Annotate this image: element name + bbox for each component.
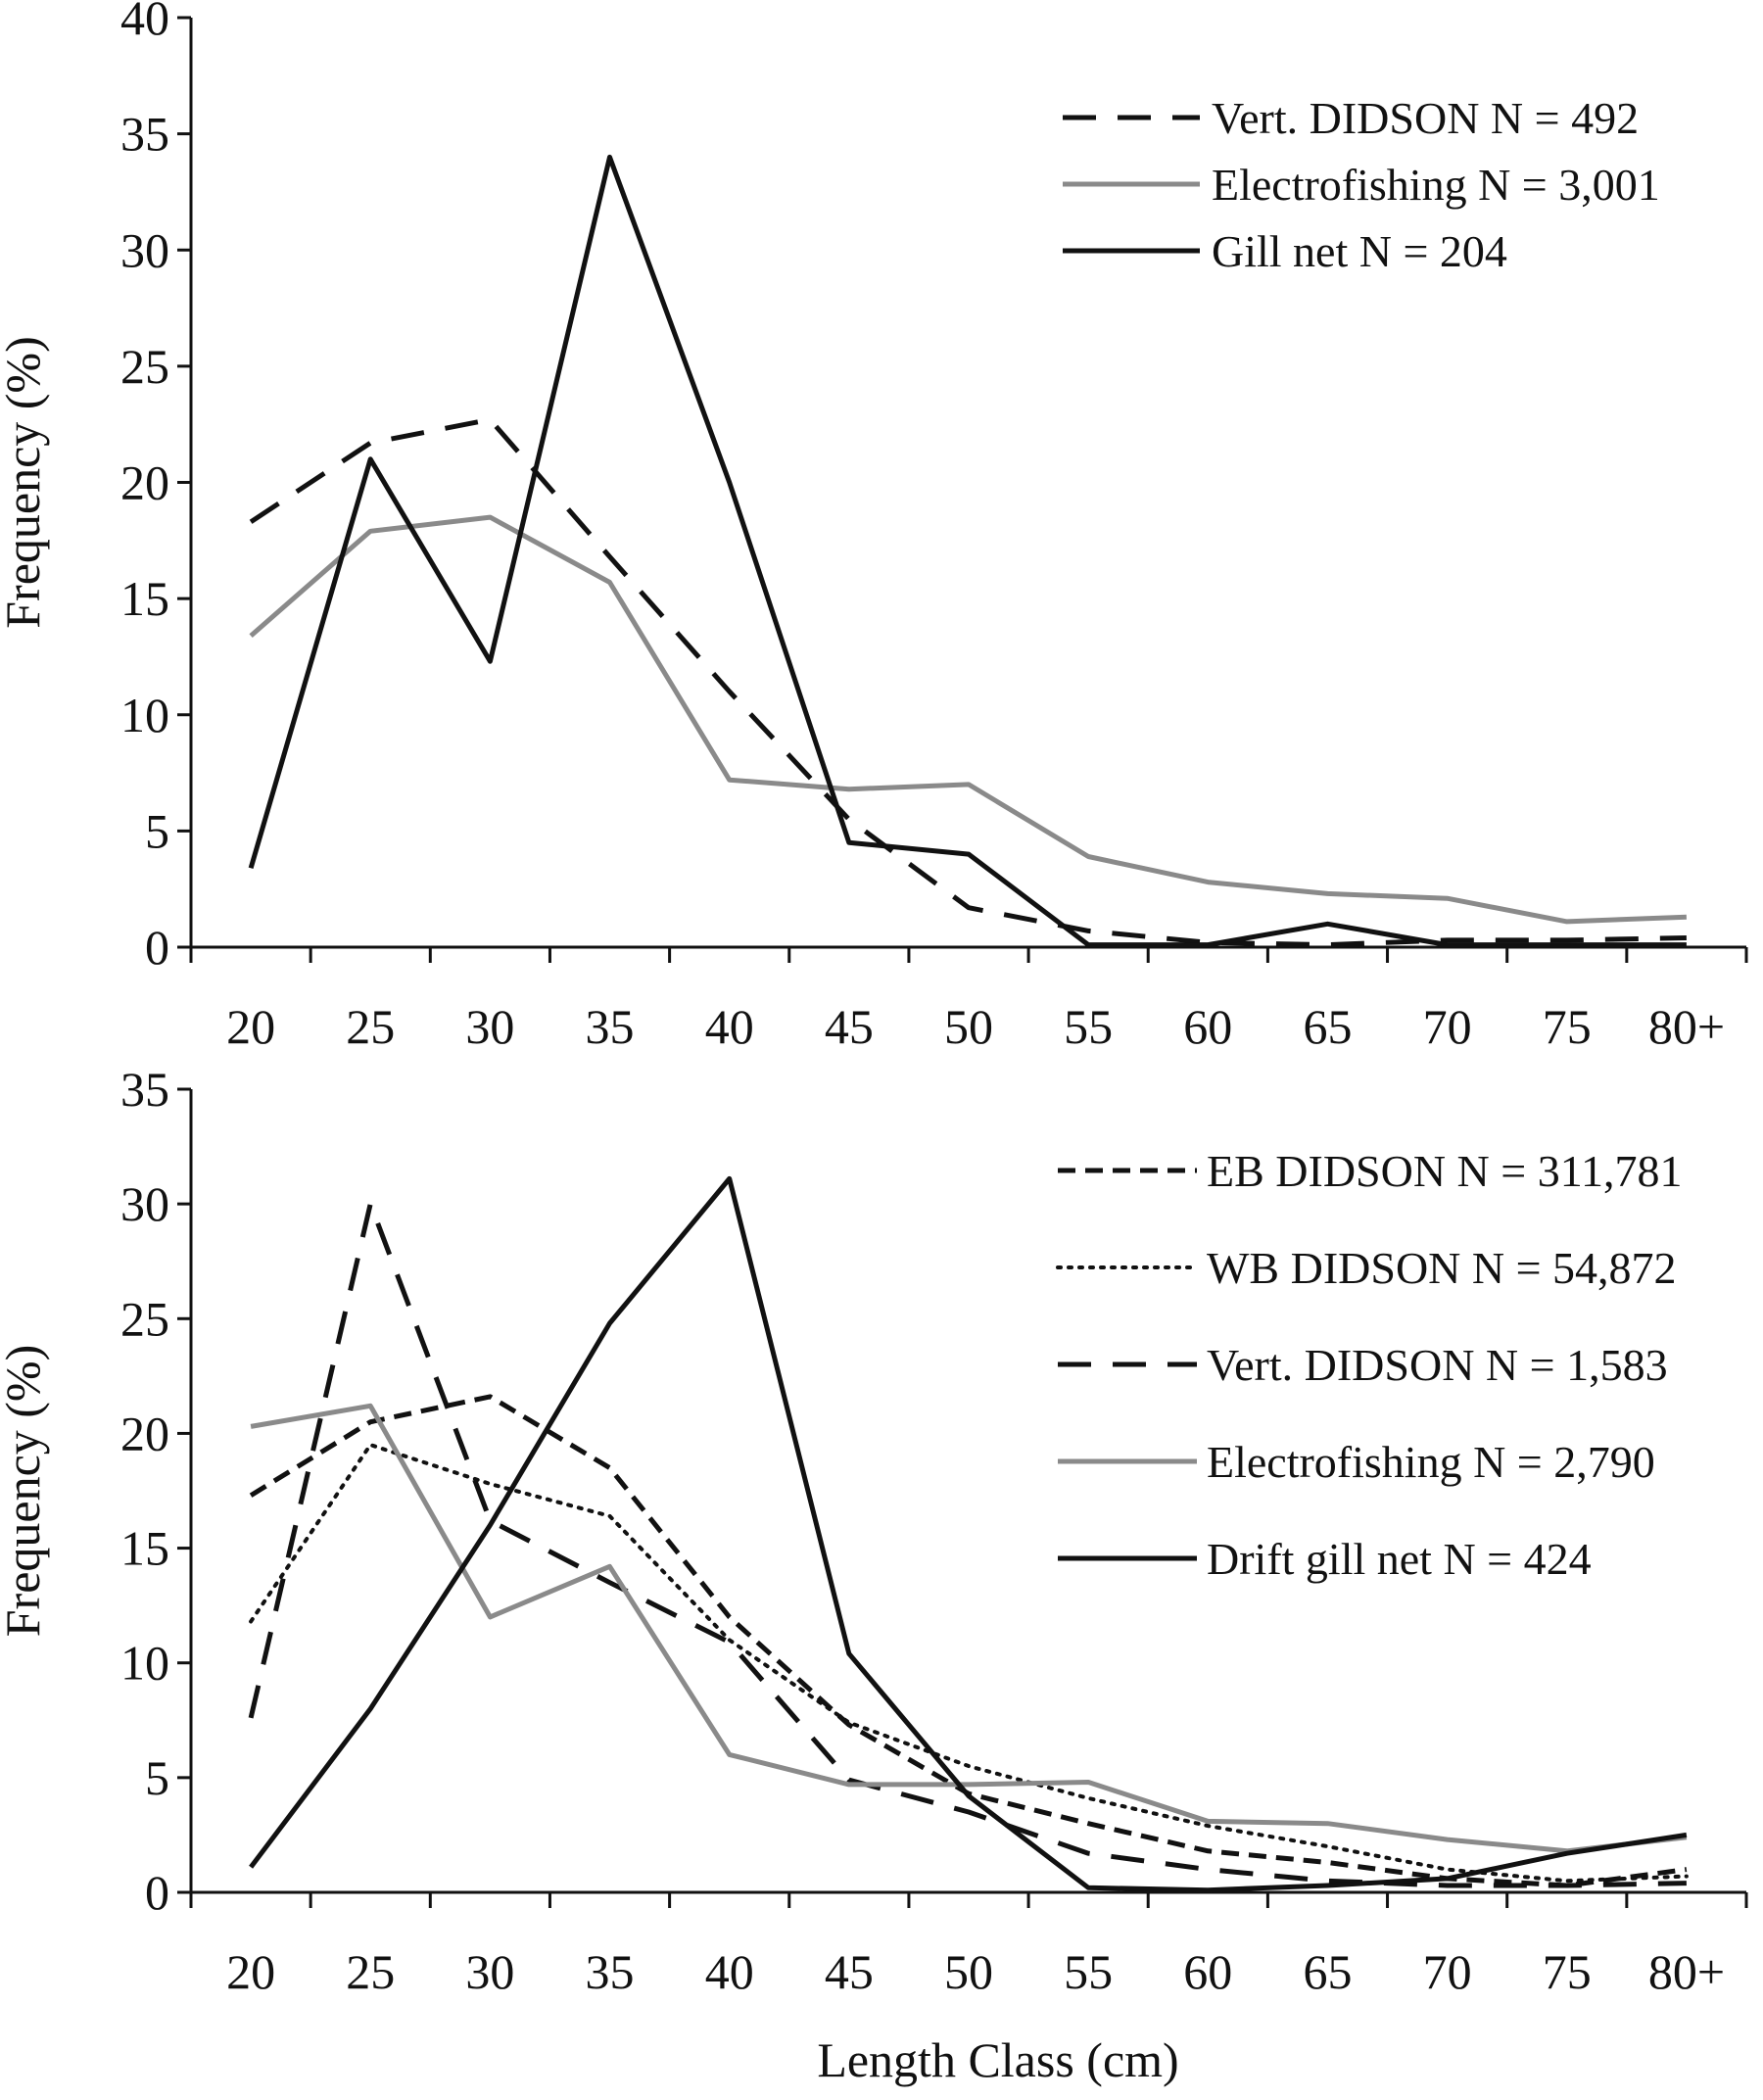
legend-label: Electrofishing N = 2,790	[1207, 1437, 1655, 1487]
legend-label: Gill net N = 204	[1212, 226, 1507, 276]
x-tick-label: 70	[1423, 1944, 1472, 1999]
x-tick-label: 20	[226, 1944, 275, 1999]
x-tick-label: 40	[705, 999, 754, 1054]
series-line-3	[248, 154, 1687, 948]
x-tick-label: 50	[944, 999, 993, 1054]
legend-label: Drift gill net N = 424	[1207, 1534, 1592, 1584]
y-tick-label: 0	[145, 1865, 169, 1920]
legend-label: Electrofishing N = 3,001	[1212, 160, 1660, 210]
x-axis-title: Length Class (cm)	[817, 2032, 1178, 2087]
series-line-5	[249, 1175, 1688, 1893]
x-tick-label: 55	[1064, 999, 1113, 1054]
x-tick-label: 65	[1303, 999, 1352, 1054]
legend-label: EB DIDSON N = 311,781	[1207, 1146, 1683, 1196]
y-tick-label: 30	[120, 1176, 169, 1231]
x-tick-label: 60	[1183, 999, 1232, 1054]
y-tick-label: 35	[120, 1062, 169, 1117]
x-tick-label: 40	[705, 1944, 754, 1999]
y-tick-label: 0	[145, 920, 169, 975]
y-tick-label: 10	[120, 688, 169, 742]
legend: Vert. DIDSON N = 492 Electrofishing N = 3…	[1063, 93, 1660, 276]
y-tick-label: 10	[120, 1636, 169, 1691]
x-tick-label: 35	[586, 999, 635, 1054]
x-tick-label: 25	[346, 999, 395, 1054]
x-tick-label: 80+	[1648, 999, 1725, 1054]
y-tick-label: 25	[120, 1291, 169, 1346]
legend-label: WB DIDSON N = 54,872	[1207, 1243, 1677, 1293]
x-tick-label: 60	[1183, 1944, 1232, 1999]
x-tick-label: 45	[825, 999, 874, 1054]
series-line-2	[249, 1443, 1689, 1884]
series-line-4	[250, 1403, 1688, 1854]
x-tick-label: 50	[944, 1944, 993, 1999]
y-tick-label: 30	[120, 222, 169, 277]
series-line-1	[249, 416, 1687, 948]
chart-panel-2: 0 5 10 15 20 25 30 35 20 25 30 35 40 45 50 55 60 65 70 75 80…	[0, 1062, 1748, 2087]
x-tick-label: 55	[1064, 1944, 1113, 1999]
y-tick-label: 40	[120, 0, 169, 45]
x-tick-label: 70	[1423, 999, 1472, 1054]
x-tick-label: 25	[346, 1944, 395, 1999]
legend-label: Vert. DIDSON N = 492	[1212, 93, 1639, 143]
y-tick-label: 15	[120, 1521, 169, 1576]
legend-label: Vert. DIDSON N = 1,583	[1207, 1340, 1668, 1390]
y-axis-title: Frequency (%)	[0, 1345, 50, 1638]
series-line-2	[249, 514, 1687, 925]
y-axis-title: Frequency (%)	[0, 336, 50, 629]
legend: EB DIDSON N = 311,781 WB DIDSON N = 54,87…	[1056, 1146, 1683, 1584]
x-tick-label: 80+	[1648, 1944, 1725, 1999]
x-tick-label: 20	[226, 999, 275, 1054]
y-tick-label: 20	[120, 1406, 169, 1460]
x-tick-label: 65	[1303, 1944, 1352, 1999]
y-tick-label: 20	[120, 455, 169, 510]
x-tick-label: 75	[1543, 999, 1592, 1054]
y-tick-label: 5	[145, 803, 169, 858]
series-line-3	[248, 1201, 1687, 1888]
y-tick-label: 25	[120, 339, 169, 394]
x-tick-label: 30	[465, 1944, 514, 1999]
x-tick-label: 30	[465, 999, 514, 1054]
chart-panel-1: 0 5 10 15 20 25 30 35 40 20 25 30 35 40 45 50 55 60 65 70 75…	[0, 0, 1748, 1054]
y-tick-label: 15	[120, 571, 169, 626]
x-tick-label: 35	[586, 1944, 635, 1999]
y-tick-label: 5	[145, 1750, 169, 1805]
y-tick-label: 35	[120, 107, 169, 162]
x-tick-label: 75	[1543, 1944, 1592, 1999]
x-tick-label: 45	[825, 1944, 874, 1999]
